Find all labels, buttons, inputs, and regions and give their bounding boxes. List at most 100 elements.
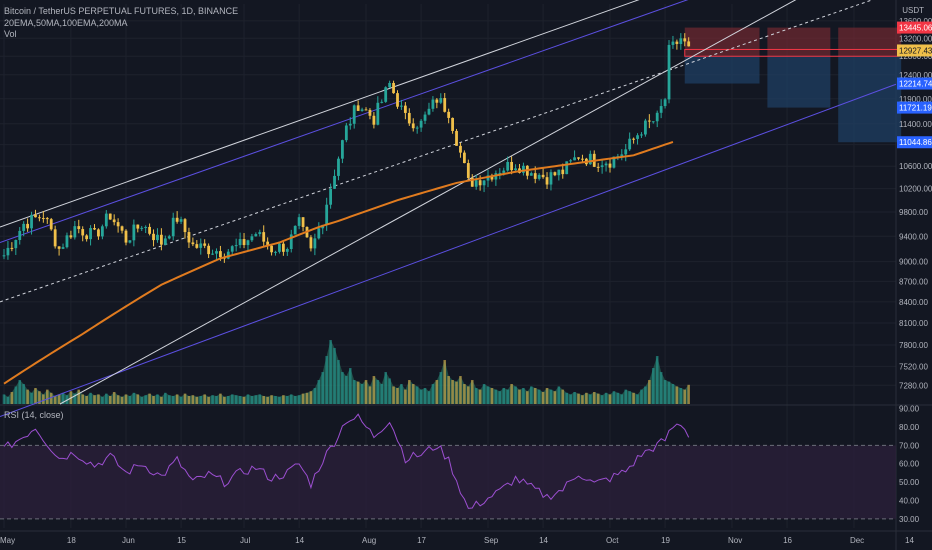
candle-body	[57, 246, 61, 249]
candle-body	[596, 166, 600, 168]
volume-bar	[518, 389, 521, 404]
volume-bar	[2, 394, 6, 404]
volume-bar	[392, 386, 395, 404]
volume-bar	[10, 392, 14, 404]
candle-body	[187, 232, 191, 243]
price-tick-label: 9400.00	[899, 232, 928, 241]
volume-bar	[651, 368, 655, 404]
volume-bar	[329, 340, 332, 404]
candle-body	[156, 234, 159, 241]
candle-body	[644, 120, 647, 135]
volume-bar	[632, 392, 635, 404]
volume-bar	[404, 389, 407, 404]
time-tick-label: 16	[783, 536, 792, 545]
rsi-tick-label: 50.00	[899, 478, 920, 487]
rsi-indicator-label[interactable]: RSI (14, close)	[4, 410, 64, 420]
volume-bar	[278, 396, 281, 404]
volume-bar	[470, 380, 474, 404]
price-tick-label: 9000.00	[899, 258, 928, 267]
volume-bar	[262, 396, 266, 404]
volume-bar	[85, 396, 88, 404]
candle-body	[427, 108, 431, 115]
time-tick-label: 19	[661, 536, 670, 545]
volume-bar	[160, 396, 163, 404]
volume-bar	[541, 392, 545, 404]
volume-indicator-label[interactable]: Vol	[4, 29, 17, 39]
candle-body	[663, 99, 667, 107]
candle-body	[435, 99, 439, 103]
volume-bar	[636, 394, 639, 404]
volume-bar	[655, 356, 659, 404]
time-tick-label: 17	[417, 536, 426, 545]
trend-lines	[0, 0, 897, 418]
candle-body	[581, 158, 584, 160]
target-zone	[767, 56, 831, 108]
candle-body	[69, 235, 73, 238]
candle-body	[203, 243, 207, 246]
candle-body	[624, 149, 628, 155]
candle-body	[211, 253, 214, 255]
candle-body	[360, 109, 364, 111]
ma-indicator-label[interactable]: 20EMA,50MA,100EMA,200MA	[4, 18, 128, 28]
candle-body	[73, 226, 77, 238]
volume-bar	[219, 393, 222, 404]
candle-body	[120, 226, 124, 231]
target-zone	[838, 56, 902, 143]
volume-bar	[42, 394, 45, 404]
volume-bar	[22, 384, 25, 404]
candle-body	[667, 44, 671, 100]
time-tick-label: Dec	[850, 536, 864, 545]
volume-bar	[136, 394, 140, 404]
volume-bar	[293, 396, 297, 404]
volume-bar	[561, 389, 565, 404]
volume-bar	[97, 394, 100, 404]
candle-body	[93, 228, 96, 230]
volume-bar	[199, 396, 203, 404]
volume-bar	[372, 376, 376, 404]
volume-bar	[313, 388, 317, 404]
rsi-tick-label: 40.00	[899, 496, 920, 505]
volume-bar	[549, 389, 553, 404]
candle-body	[545, 177, 549, 185]
volume-bar	[360, 384, 364, 404]
candle-body	[22, 223, 26, 231]
candle-body	[167, 236, 171, 239]
volume-bar	[317, 380, 321, 404]
candle-body	[41, 218, 45, 220]
candle-body	[124, 230, 128, 243]
volume-bar	[419, 389, 423, 404]
volume-bar	[282, 395, 285, 404]
volume-bar	[30, 392, 33, 404]
candle-body	[266, 241, 270, 246]
candle-body	[569, 160, 573, 162]
volume-bar	[266, 396, 269, 404]
volume-bar	[687, 384, 690, 404]
candle-body	[128, 240, 132, 243]
candle-body	[144, 226, 148, 228]
volume-bar	[644, 386, 647, 404]
candle-body	[478, 180, 482, 186]
price-tick-label: 12800.00	[899, 52, 932, 61]
volume-bar	[337, 360, 340, 404]
candle-body	[423, 114, 427, 121]
candle-body	[242, 239, 246, 246]
candle-body	[274, 251, 277, 253]
volume-bar	[108, 396, 112, 404]
volume-bar	[38, 391, 41, 404]
volume-bar	[447, 376, 450, 404]
candle-body	[651, 121, 655, 123]
candle-body	[34, 214, 37, 218]
candle-body	[372, 115, 376, 125]
candle-body	[388, 82, 392, 88]
candles	[2, 33, 691, 263]
candle-body	[183, 219, 187, 233]
candle-body	[407, 112, 411, 124]
volume-bar	[274, 396, 277, 404]
volume-bar	[577, 393, 580, 404]
volume-bar	[203, 394, 206, 404]
volume-bar	[191, 395, 195, 404]
time-tick-label: Jul	[240, 536, 250, 545]
volume-bar	[376, 380, 380, 404]
candle-body	[384, 87, 388, 102]
